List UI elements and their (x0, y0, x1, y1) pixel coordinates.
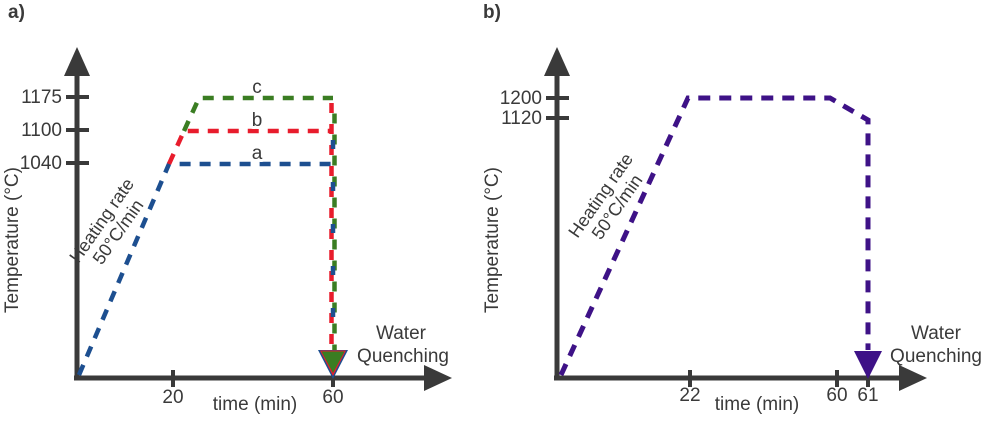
panel-b-quench-label-line1: Water (911, 323, 962, 344)
panel-b-x-tick-label-61: 61 (857, 385, 878, 406)
panel-b-y-tick-label-1200: 1200 (500, 88, 542, 109)
panel-a-quench-label-line1: Water (376, 323, 427, 344)
panel-a-curve-label-c: c (252, 77, 262, 98)
panel-b-x-axis-title: time (min) (715, 394, 799, 415)
panel-b-y-tick-label-1120: 1120 (501, 108, 542, 129)
panel-a-curve-label-a: a (252, 143, 263, 164)
panel-b-x-axis-arrow-icon (899, 365, 927, 391)
panel-a-x-tick-label-20: 20 (162, 387, 183, 408)
panel-a-quench-label-line2: Quenching (357, 346, 449, 367)
panel-a-quench-arrow-green-layer (321, 351, 345, 373)
panel-b-profile-line (558, 95, 871, 377)
panel-b-x-tick-label-60: 60 (826, 385, 847, 406)
panel-a: a) 1175 1100 1040 20 60 time (min) Tempe… (2, 2, 452, 415)
panel-a-y-axis-title: Temperature (°C) (2, 167, 23, 313)
panel-b-quench-label-line2: Quenching (890, 346, 982, 367)
panel-b-y-axis-title: Temperature (°C) (482, 167, 503, 313)
panel-a-x-axis-arrow-icon (424, 365, 452, 391)
panel-b-corner-label: b) (483, 2, 501, 23)
panel-a-x-axis-title: time (min) (213, 394, 297, 415)
panel-b-y-axis-arrow-icon (544, 47, 570, 76)
panel-a-y-tick-label-1100: 1100 (21, 120, 62, 141)
panel-a-corner-label: a) (8, 2, 25, 23)
panel-a-y-tick-label-1040: 1040 (20, 153, 62, 174)
panel-a-y-tick-label-1175: 1175 (21, 87, 62, 108)
panel-a-curve-label-b: b (252, 110, 263, 131)
panel-b-quench-arrow-icon (854, 351, 882, 379)
panel-a-y-axis-arrow-icon (64, 47, 90, 76)
panel-a-x-tick-label-60: 60 (322, 387, 343, 408)
panel-a-series-c-line (181, 95, 333, 132)
panel-b-x-tick-label-22: 22 (679, 385, 700, 406)
panel-b: b) 1200 1120 22 60 61 time (min) Tempera… (482, 2, 982, 415)
